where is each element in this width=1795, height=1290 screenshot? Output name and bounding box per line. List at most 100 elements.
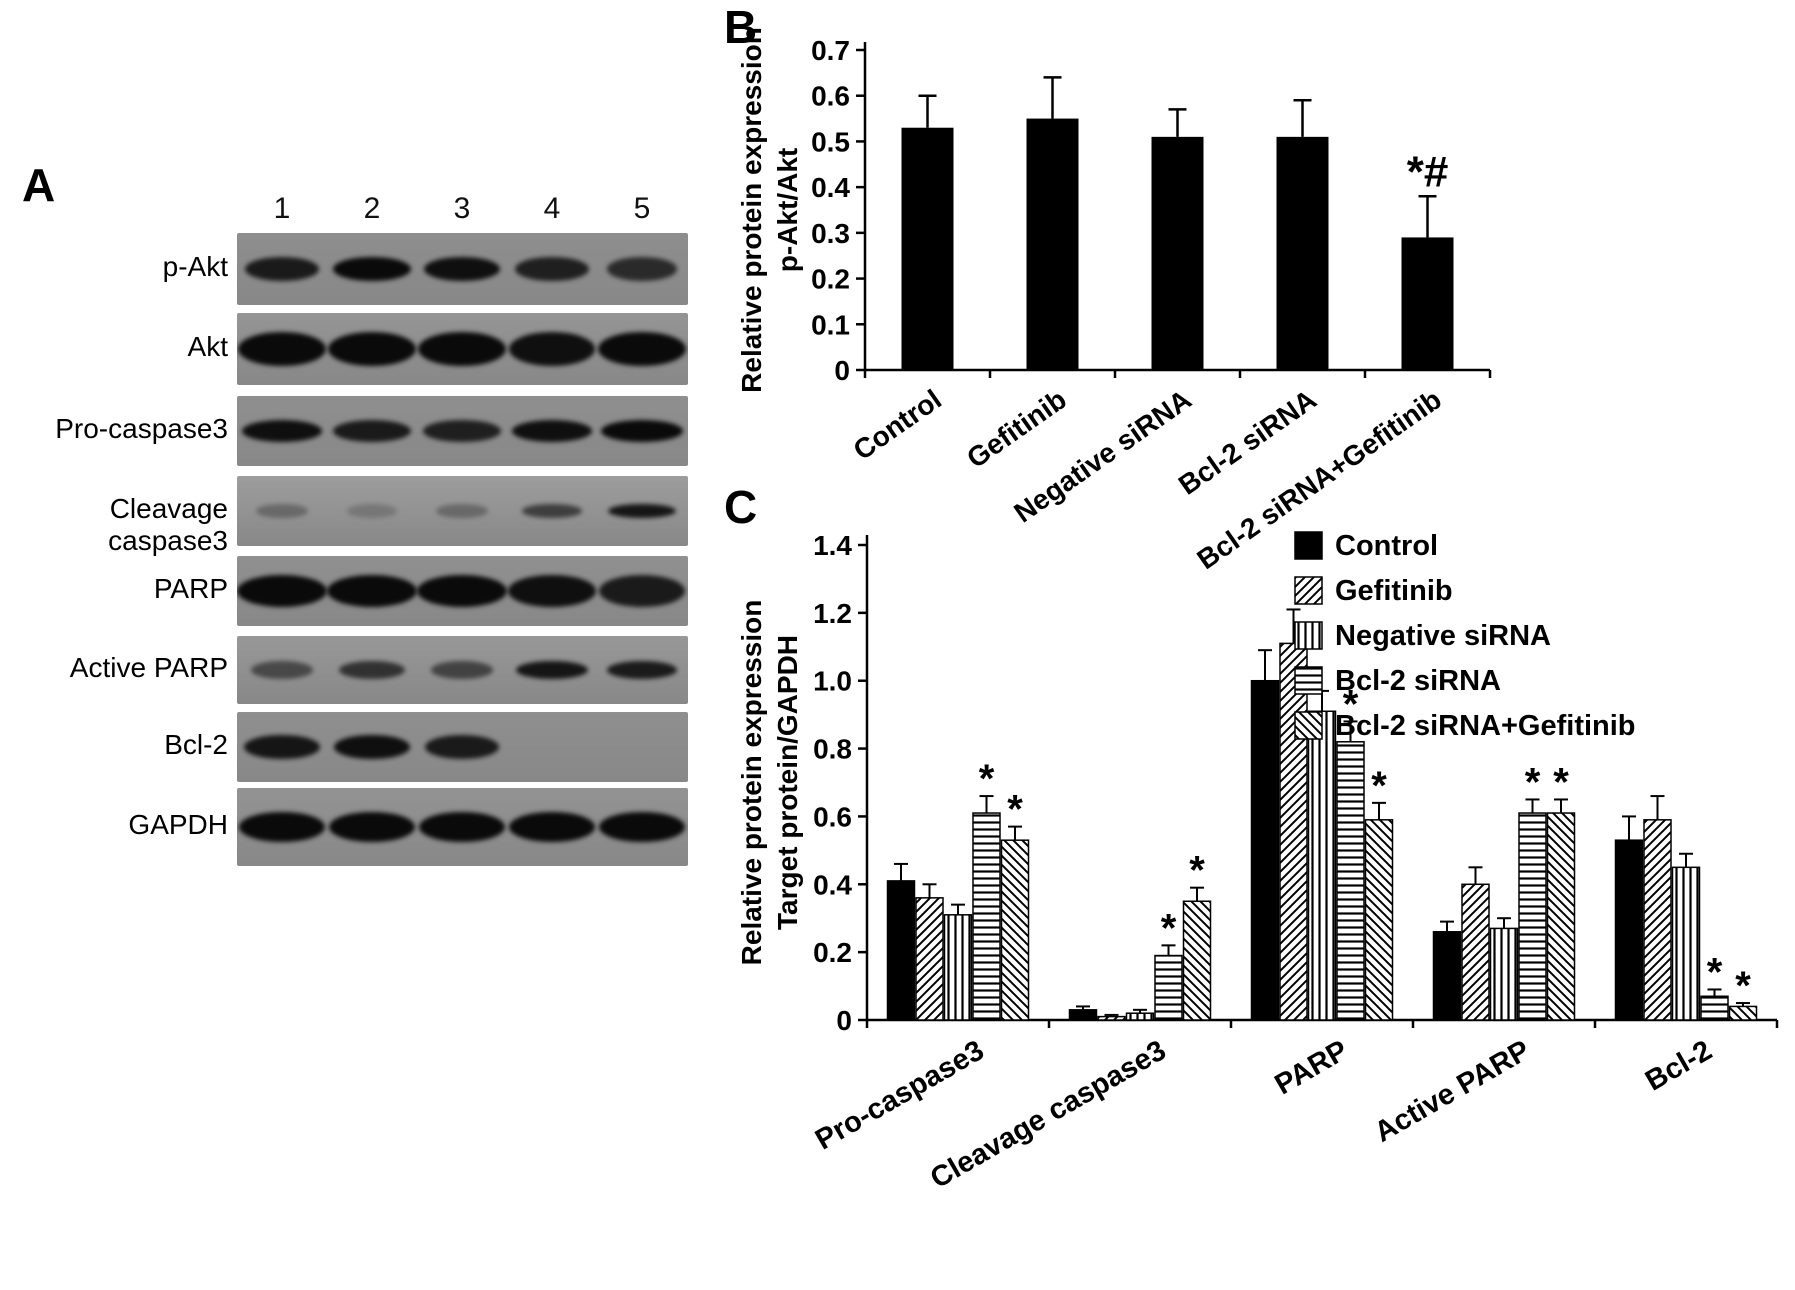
blot-band	[418, 332, 506, 366]
y-tick-label: 0	[834, 355, 850, 386]
bar	[1489, 927, 1519, 1021]
significance-marker: *	[1161, 906, 1177, 950]
bar	[1068, 1009, 1098, 1021]
bar	[1276, 136, 1329, 370]
significance-marker: *	[1553, 760, 1569, 804]
bar	[1097, 1015, 1126, 1021]
legend-swatch	[1294, 666, 1323, 695]
blot-band	[332, 420, 412, 442]
blot-band	[515, 257, 589, 281]
x-category-label: Bcl-2	[1640, 1034, 1717, 1097]
y-axis-title-line2: Target protein/GAPDH	[772, 635, 803, 930]
target-protein-grouped-bar-chart: 0 0.2 0.4 0.6 0.8 1.0 1.2 1.4 Relative protein e…	[736, 530, 1779, 1195]
blot-row-label: PARP	[153, 573, 228, 604]
x-category-label: Gefitinib	[961, 384, 1072, 475]
blot-band	[608, 504, 676, 518]
blot-strip-bcl-2	[237, 712, 688, 782]
legend-swatch	[1294, 711, 1323, 740]
significance-marker: *	[1189, 849, 1205, 893]
lane-number: 2	[363, 192, 381, 225]
blot-band	[419, 812, 505, 842]
blot-band	[423, 420, 501, 442]
legend-swatch	[1294, 621, 1323, 650]
bar	[1250, 679, 1280, 1021]
blot-strip-akt	[237, 313, 688, 385]
y-tick-label: 0.2	[811, 264, 850, 295]
blot-band	[507, 575, 597, 607]
bar	[1279, 642, 1308, 1021]
significance-marker: *#	[1407, 147, 1449, 196]
bar	[1401, 237, 1454, 370]
significance-marker: *	[1007, 788, 1023, 832]
blot-band	[338, 661, 406, 679]
blot-band	[516, 661, 588, 679]
blot-band	[244, 735, 320, 759]
bar	[1307, 710, 1337, 1021]
bar	[972, 812, 1001, 1021]
blot-row-label: Bcl-2	[164, 729, 228, 760]
blot-band	[424, 735, 500, 759]
blot-band	[606, 661, 678, 679]
legend-label: Bcl-2 siRNA	[1335, 665, 1501, 697]
bar	[1643, 819, 1672, 1021]
blot-band	[601, 420, 683, 442]
legend-label: Bcl-2 siRNA+Gefitinib	[1335, 710, 1636, 742]
bar	[886, 880, 916, 1021]
lane-number: 1	[273, 192, 291, 225]
blot-band	[237, 575, 327, 607]
blot-strip-pro-caspase3	[237, 396, 688, 466]
blot-strip-cleavage-caspase3	[237, 476, 688, 546]
legend-label: Negative siRNA	[1335, 620, 1551, 652]
y-tick-label: 0.7	[811, 35, 850, 66]
x-category-label: Pro-caspase3	[810, 1034, 989, 1156]
y-tick-label: 0	[836, 1005, 852, 1036]
y-tick-label: 1.4	[813, 530, 852, 561]
significance-marker: *	[1707, 950, 1723, 994]
blot-band	[606, 257, 678, 281]
blot-band	[333, 735, 411, 759]
y-tick-label: 0.1	[811, 309, 850, 340]
significance-marker: *	[979, 757, 995, 801]
y-tick-label: 0.6	[811, 81, 850, 112]
y-tick-label: 1.2	[813, 598, 852, 629]
y-tick-label: 0.5	[811, 126, 850, 157]
significance-marker: *	[1371, 764, 1387, 808]
pakt-akt-bar-chart: 0 0.1 0.2 0.3 0.4 0.5 0.6 0.7 Relative protein e…	[736, 27, 1492, 575]
y-axis-title-line1: Relative protein expression	[736, 600, 767, 966]
bar	[1432, 931, 1462, 1021]
blot-band	[238, 332, 326, 366]
bar	[1671, 866, 1701, 1021]
blot-band	[244, 257, 320, 281]
bar	[1728, 1005, 1758, 1021]
y-tick-label: 0.4	[813, 869, 852, 900]
bar	[901, 127, 954, 370]
bar	[1546, 812, 1576, 1021]
blot-band	[327, 575, 417, 607]
y-tick-label: 0.6	[813, 801, 852, 832]
lane-number: 5	[633, 192, 651, 225]
bar	[1461, 883, 1490, 1021]
blot-band	[255, 504, 309, 518]
significance-marker: *	[1735, 964, 1751, 1008]
y-tick-label: 0.3	[811, 218, 850, 249]
blot-band	[423, 257, 501, 281]
blot-strip-active-parp	[237, 636, 688, 704]
legend-label: Control	[1335, 530, 1438, 562]
panel-c-label: C	[724, 481, 758, 533]
panel-a-label: A	[22, 159, 56, 211]
bar	[1000, 839, 1030, 1021]
blot-band	[346, 504, 398, 518]
x-category-label: PARP	[1270, 1034, 1354, 1101]
blot-row-label: Pro-caspase3	[55, 413, 228, 444]
panel-b-label: B	[724, 1, 758, 53]
blot-band	[508, 332, 596, 366]
blot-row-label: Cleavage caspase3	[108, 493, 228, 556]
blot-row-label: Akt	[187, 331, 228, 362]
blot-band	[329, 812, 415, 842]
blot-band	[328, 332, 416, 366]
legend-swatch	[1294, 576, 1323, 605]
blot-band	[239, 812, 325, 842]
x-category-label: Control	[848, 384, 947, 466]
blot-band	[599, 812, 685, 842]
